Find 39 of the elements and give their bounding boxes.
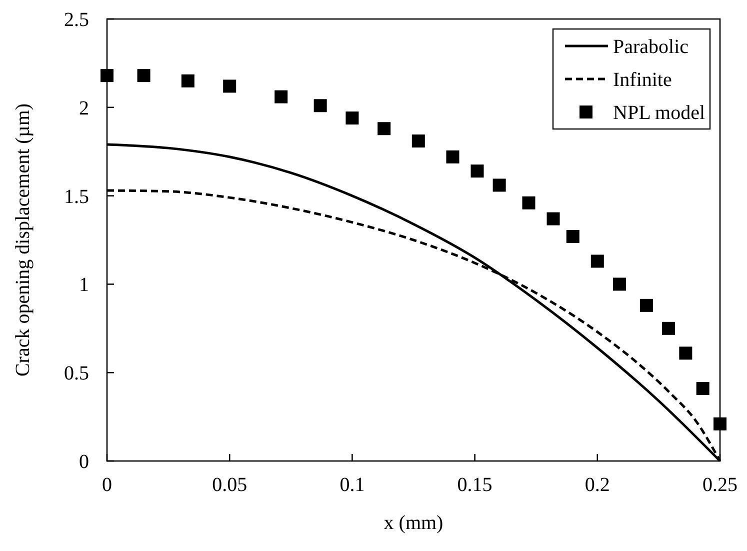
- y-axis-title: Crack opening displacement (µm): [12, 103, 34, 377]
- point: [590, 254, 604, 268]
- x-tick-label: 0.05: [212, 474, 248, 496]
- legend-label: NPL model: [613, 102, 706, 124]
- y-tick-label: 2: [79, 97, 89, 120]
- point: [137, 69, 150, 82]
- legend-label: Parabolic: [613, 36, 689, 58]
- point: [223, 80, 236, 93]
- x-axis-title: x (mm): [384, 512, 444, 534]
- x-tick-label: 0.1: [340, 474, 365, 496]
- y-tick-label: 0: [79, 451, 89, 473]
- point: [662, 322, 676, 335]
- point: [412, 134, 425, 148]
- point: [181, 74, 194, 88]
- point: [640, 298, 653, 312]
- point: [714, 417, 726, 430]
- point: [546, 212, 560, 226]
- point: [100, 69, 114, 82]
- y-tick-label: 2.5: [64, 9, 89, 31]
- legend-label: Infinite: [613, 69, 672, 91]
- point: [492, 178, 506, 192]
- x-tick-label: 0.15: [457, 474, 492, 496]
- point: [378, 122, 391, 136]
- y-tick-label: 1: [79, 274, 89, 296]
- y-tick-label: 1.5: [64, 186, 89, 208]
- point: [612, 278, 626, 291]
- point: [346, 112, 359, 125]
- point: [696, 382, 710, 396]
- point: [470, 164, 484, 178]
- x-tick-label: 0.25: [702, 474, 738, 496]
- x-tick-label: 0.2: [584, 474, 610, 496]
- point: [446, 150, 460, 164]
- point: [679, 346, 692, 360]
- point: [566, 230, 580, 243]
- point: [522, 196, 536, 210]
- x-tick-label: 0: [102, 474, 112, 496]
- point: [314, 99, 327, 112]
- y-tick-label: 0.5: [64, 362, 89, 385]
- point: [274, 90, 288, 104]
